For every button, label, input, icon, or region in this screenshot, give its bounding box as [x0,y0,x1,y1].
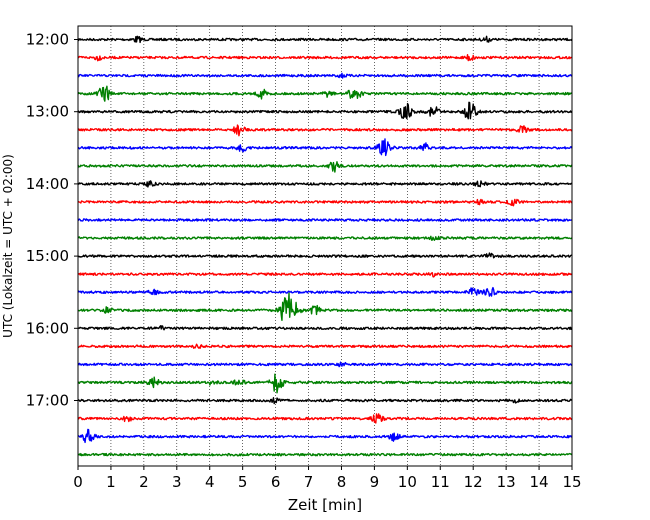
trace-row [77,161,573,173]
x-tick-label: 7 [304,473,314,491]
trace-row [77,138,573,157]
trace-row [77,272,573,278]
plot-area-frame [77,25,573,467]
trace-row [77,373,573,394]
trace-row [77,124,573,137]
trace-row [77,343,573,350]
x-tick-label: 2 [139,473,149,491]
trace-row [77,72,573,79]
trace-row [77,35,573,44]
trace-row [77,292,573,321]
vertical-grid [110,26,540,466]
y-tick-label: 17:00 [26,392,69,410]
trace-row [77,101,573,120]
trace-row [77,54,573,62]
x-tick-label: 15 [562,473,581,491]
y-tick-label: 14:00 [26,175,69,193]
trace-row [77,235,573,241]
x-tick-label: 6 [271,473,281,491]
x-tick-label: 9 [370,473,380,491]
y-tick-label: 13:00 [26,103,69,121]
y-axis-label: UTC (Lokalzeit = UTC + 02:00) [1,154,15,338]
x-tick-label: 12 [464,473,483,491]
x-tick-label: 0 [73,473,83,491]
y-tick-label: 16:00 [26,319,69,337]
x-axis-ticks: 0 1 2 3 4 5 6 7 8 9 10 11 12 13 14 15 [73,466,582,491]
x-tick-label: 13 [497,473,516,491]
trace-row [77,85,573,102]
x-tick-label: 1 [106,473,116,491]
trace-row [77,325,573,331]
trace-row [77,198,573,207]
y-axis-ticks: 12:00 13:00 14:00 15:00 16:00 17:00 [26,31,78,410]
y-tick-label: 15:00 [26,247,69,265]
x-tick-label: 14 [530,473,549,491]
trace-row [77,252,573,259]
x-tick-label: 5 [238,473,248,491]
x-tick-label: 3 [172,473,182,491]
x-tick-label: 4 [205,473,215,491]
trace-row [77,286,573,297]
x-axis-label: Zeit [min] [288,496,362,514]
x-tick-label: 8 [337,473,347,491]
trace-row [77,452,573,457]
seismogram-traces [77,35,573,457]
x-tick-label: 11 [431,473,450,491]
trace-row [77,397,573,405]
trace-row [77,361,573,368]
y-tick-label: 12:00 [26,31,69,49]
trace-row [77,218,573,222]
x-tick-label: 10 [398,473,417,491]
trace-row [77,428,573,444]
trace-row [77,413,573,424]
trace-row [77,180,573,188]
